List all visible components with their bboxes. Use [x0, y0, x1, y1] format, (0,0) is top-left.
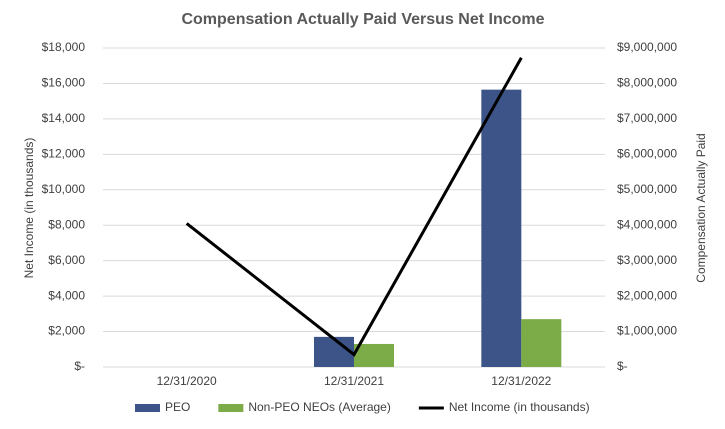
y-tick-label: $-: [74, 359, 85, 373]
y-tick-label: $8,000: [48, 217, 85, 231]
legend-swatch: [135, 404, 160, 412]
y2-tick-label: $6,000,000: [617, 147, 677, 161]
y-tick-label: $6,000: [48, 253, 85, 267]
y2-tick-label: $1,000,000: [617, 324, 677, 338]
bar: [354, 343, 394, 367]
legend-label: Non-PEO NEOs (Average): [248, 400, 391, 414]
y-tick-label: $10,000: [42, 182, 86, 196]
y-tick-label: $14,000: [42, 111, 86, 125]
legend-label: PEO: [165, 400, 190, 414]
x-tick-label: 12/31/2021: [324, 374, 384, 388]
y2-tick-label: $-: [617, 359, 628, 373]
y-tick-label: $12,000: [42, 147, 86, 161]
y2-axis-title: Compensation Actually Paid: [694, 133, 708, 282]
y-tick-label: $2,000: [48, 324, 85, 338]
legend-swatch: [218, 404, 244, 412]
bar: [314, 336, 354, 367]
y2-tick-label: $8,000,000: [617, 76, 677, 90]
y2-tick-label: $2,000,000: [617, 288, 677, 302]
bar: [481, 89, 522, 368]
y2-tick-label: $9,000,000: [617, 40, 677, 54]
chart-title: Compensation Actually Paid Versus Net In…: [181, 11, 544, 28]
y-tick-label: $16,000: [42, 76, 86, 90]
y-axis-title: Net Income (in thousands): [22, 138, 36, 279]
bar: [521, 319, 562, 367]
x-tick-label: 12/31/2020: [157, 374, 217, 388]
y2-tick-label: $4,000,000: [617, 217, 677, 231]
y-tick-label: $4,000: [48, 288, 85, 302]
y2-tick-label: $5,000,000: [617, 182, 677, 196]
line: [185, 57, 523, 357]
y-tick-label: $18,000: [42, 40, 86, 54]
y2-tick-label: $3,000,000: [617, 253, 677, 267]
x-tick-label: 12/31/2022: [491, 374, 551, 388]
y2-tick-label: $7,000,000: [617, 111, 677, 125]
legend-label: Net Income (in thousands): [449, 400, 590, 414]
